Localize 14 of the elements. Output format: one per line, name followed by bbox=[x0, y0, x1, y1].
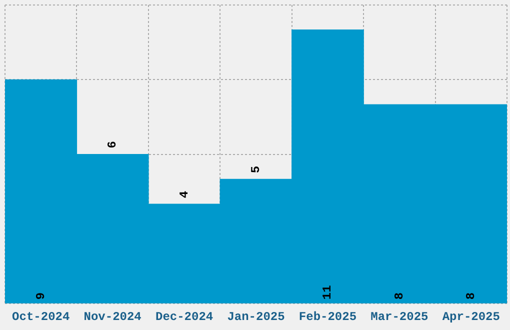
x-tick-label: Feb-2025 bbox=[298, 310, 357, 324]
x-tick-label: Mar-2025 bbox=[370, 310, 428, 324]
data-label: 4 bbox=[177, 190, 192, 198]
data-label: 8 bbox=[392, 292, 406, 300]
x-tick-label: Nov-2024 bbox=[84, 310, 142, 324]
data-label: 9 bbox=[34, 292, 48, 300]
x-tick-label: Dec-2024 bbox=[155, 310, 214, 324]
x-tick-label: Oct-2024 bbox=[12, 310, 70, 324]
data-label: 6 bbox=[106, 141, 120, 148]
data-label: 11 bbox=[320, 285, 335, 300]
data-label: 5 bbox=[249, 166, 264, 174]
x-tick-label: Jan-2025 bbox=[227, 310, 285, 324]
data-label: 8 bbox=[464, 292, 478, 300]
x-tick-label: Apr-2025 bbox=[442, 310, 500, 324]
